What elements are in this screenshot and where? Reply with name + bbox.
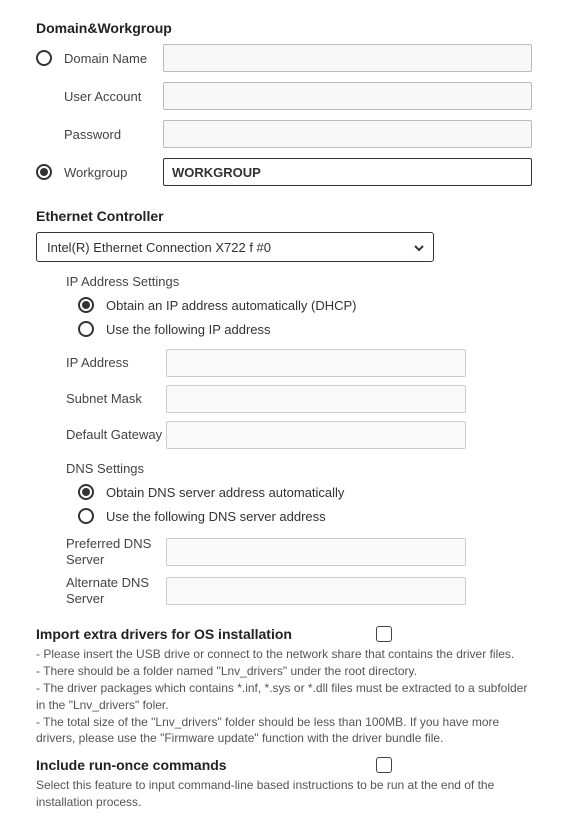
- password-input[interactable]: [163, 120, 532, 148]
- run-once-checkbox[interactable]: [376, 757, 392, 773]
- password-label: Password: [64, 127, 163, 142]
- domain-workgroup-heading: Domain&Workgroup: [36, 20, 532, 36]
- workgroup-input[interactable]: [163, 158, 532, 186]
- run-once-heading: Include run-once commands: [36, 757, 227, 773]
- ip-manual-radio[interactable]: [78, 321, 94, 337]
- alternate-dns-input[interactable]: [166, 577, 466, 605]
- ethernet-section: Ethernet Controller Intel(R) Ethernet Co…: [36, 208, 532, 606]
- import-drivers-section: Import extra drivers for OS installation…: [36, 626, 532, 747]
- domain-name-label: Domain Name: [64, 51, 163, 66]
- ip-settings-heading: IP Address Settings: [66, 274, 532, 289]
- run-once-note: Select this feature to input command-lin…: [36, 777, 532, 811]
- domain-workgroup-section: Domain&Workgroup Domain Name User Accoun…: [36, 20, 532, 186]
- import-drivers-checkbox[interactable]: [376, 626, 392, 642]
- ip-manual-label: Use the following IP address: [106, 322, 271, 337]
- ip-auto-radio[interactable]: [78, 297, 94, 313]
- dns-settings-heading: DNS Settings: [66, 461, 532, 476]
- workgroup-label: Workgroup: [64, 165, 163, 180]
- dns-auto-label: Obtain DNS server address automatically: [106, 485, 344, 500]
- domain-radio[interactable]: [36, 50, 52, 66]
- subnet-mask-input[interactable]: [166, 385, 466, 413]
- import-drivers-notes: - Please insert the USB drive or connect…: [36, 646, 532, 747]
- ethernet-heading: Ethernet Controller: [36, 208, 532, 224]
- dns-manual-label: Use the following DNS server address: [106, 509, 326, 524]
- workgroup-radio[interactable]: [36, 164, 52, 180]
- ethernet-adapter-value: Intel(R) Ethernet Connection X722 f #0: [47, 240, 271, 255]
- ethernet-adapter-select[interactable]: Intel(R) Ethernet Connection X722 f #0: [36, 232, 434, 262]
- preferred-dns-input[interactable]: [166, 538, 466, 566]
- ip-address-label: IP Address: [66, 355, 166, 371]
- import-drivers-heading: Import extra drivers for OS installation: [36, 626, 292, 642]
- subnet-mask-label: Subnet Mask: [66, 391, 166, 407]
- user-account-label: User Account: [64, 89, 163, 104]
- default-gateway-label: Default Gateway: [66, 427, 166, 443]
- alternate-dns-label: Alternate DNS Server: [66, 575, 166, 606]
- dns-auto-radio[interactable]: [78, 484, 94, 500]
- run-once-section: Include run-once commands Select this fe…: [36, 757, 532, 811]
- ip-auto-label: Obtain an IP address automatically (DHCP…: [106, 298, 356, 313]
- chevron-down-icon: [413, 242, 423, 252]
- default-gateway-input[interactable]: [166, 421, 466, 449]
- domain-name-input[interactable]: [163, 44, 532, 72]
- dns-manual-radio[interactable]: [78, 508, 94, 524]
- preferred-dns-label: Preferred DNS Server: [66, 536, 166, 567]
- user-account-input[interactable]: [163, 82, 532, 110]
- ip-address-input[interactable]: [166, 349, 466, 377]
